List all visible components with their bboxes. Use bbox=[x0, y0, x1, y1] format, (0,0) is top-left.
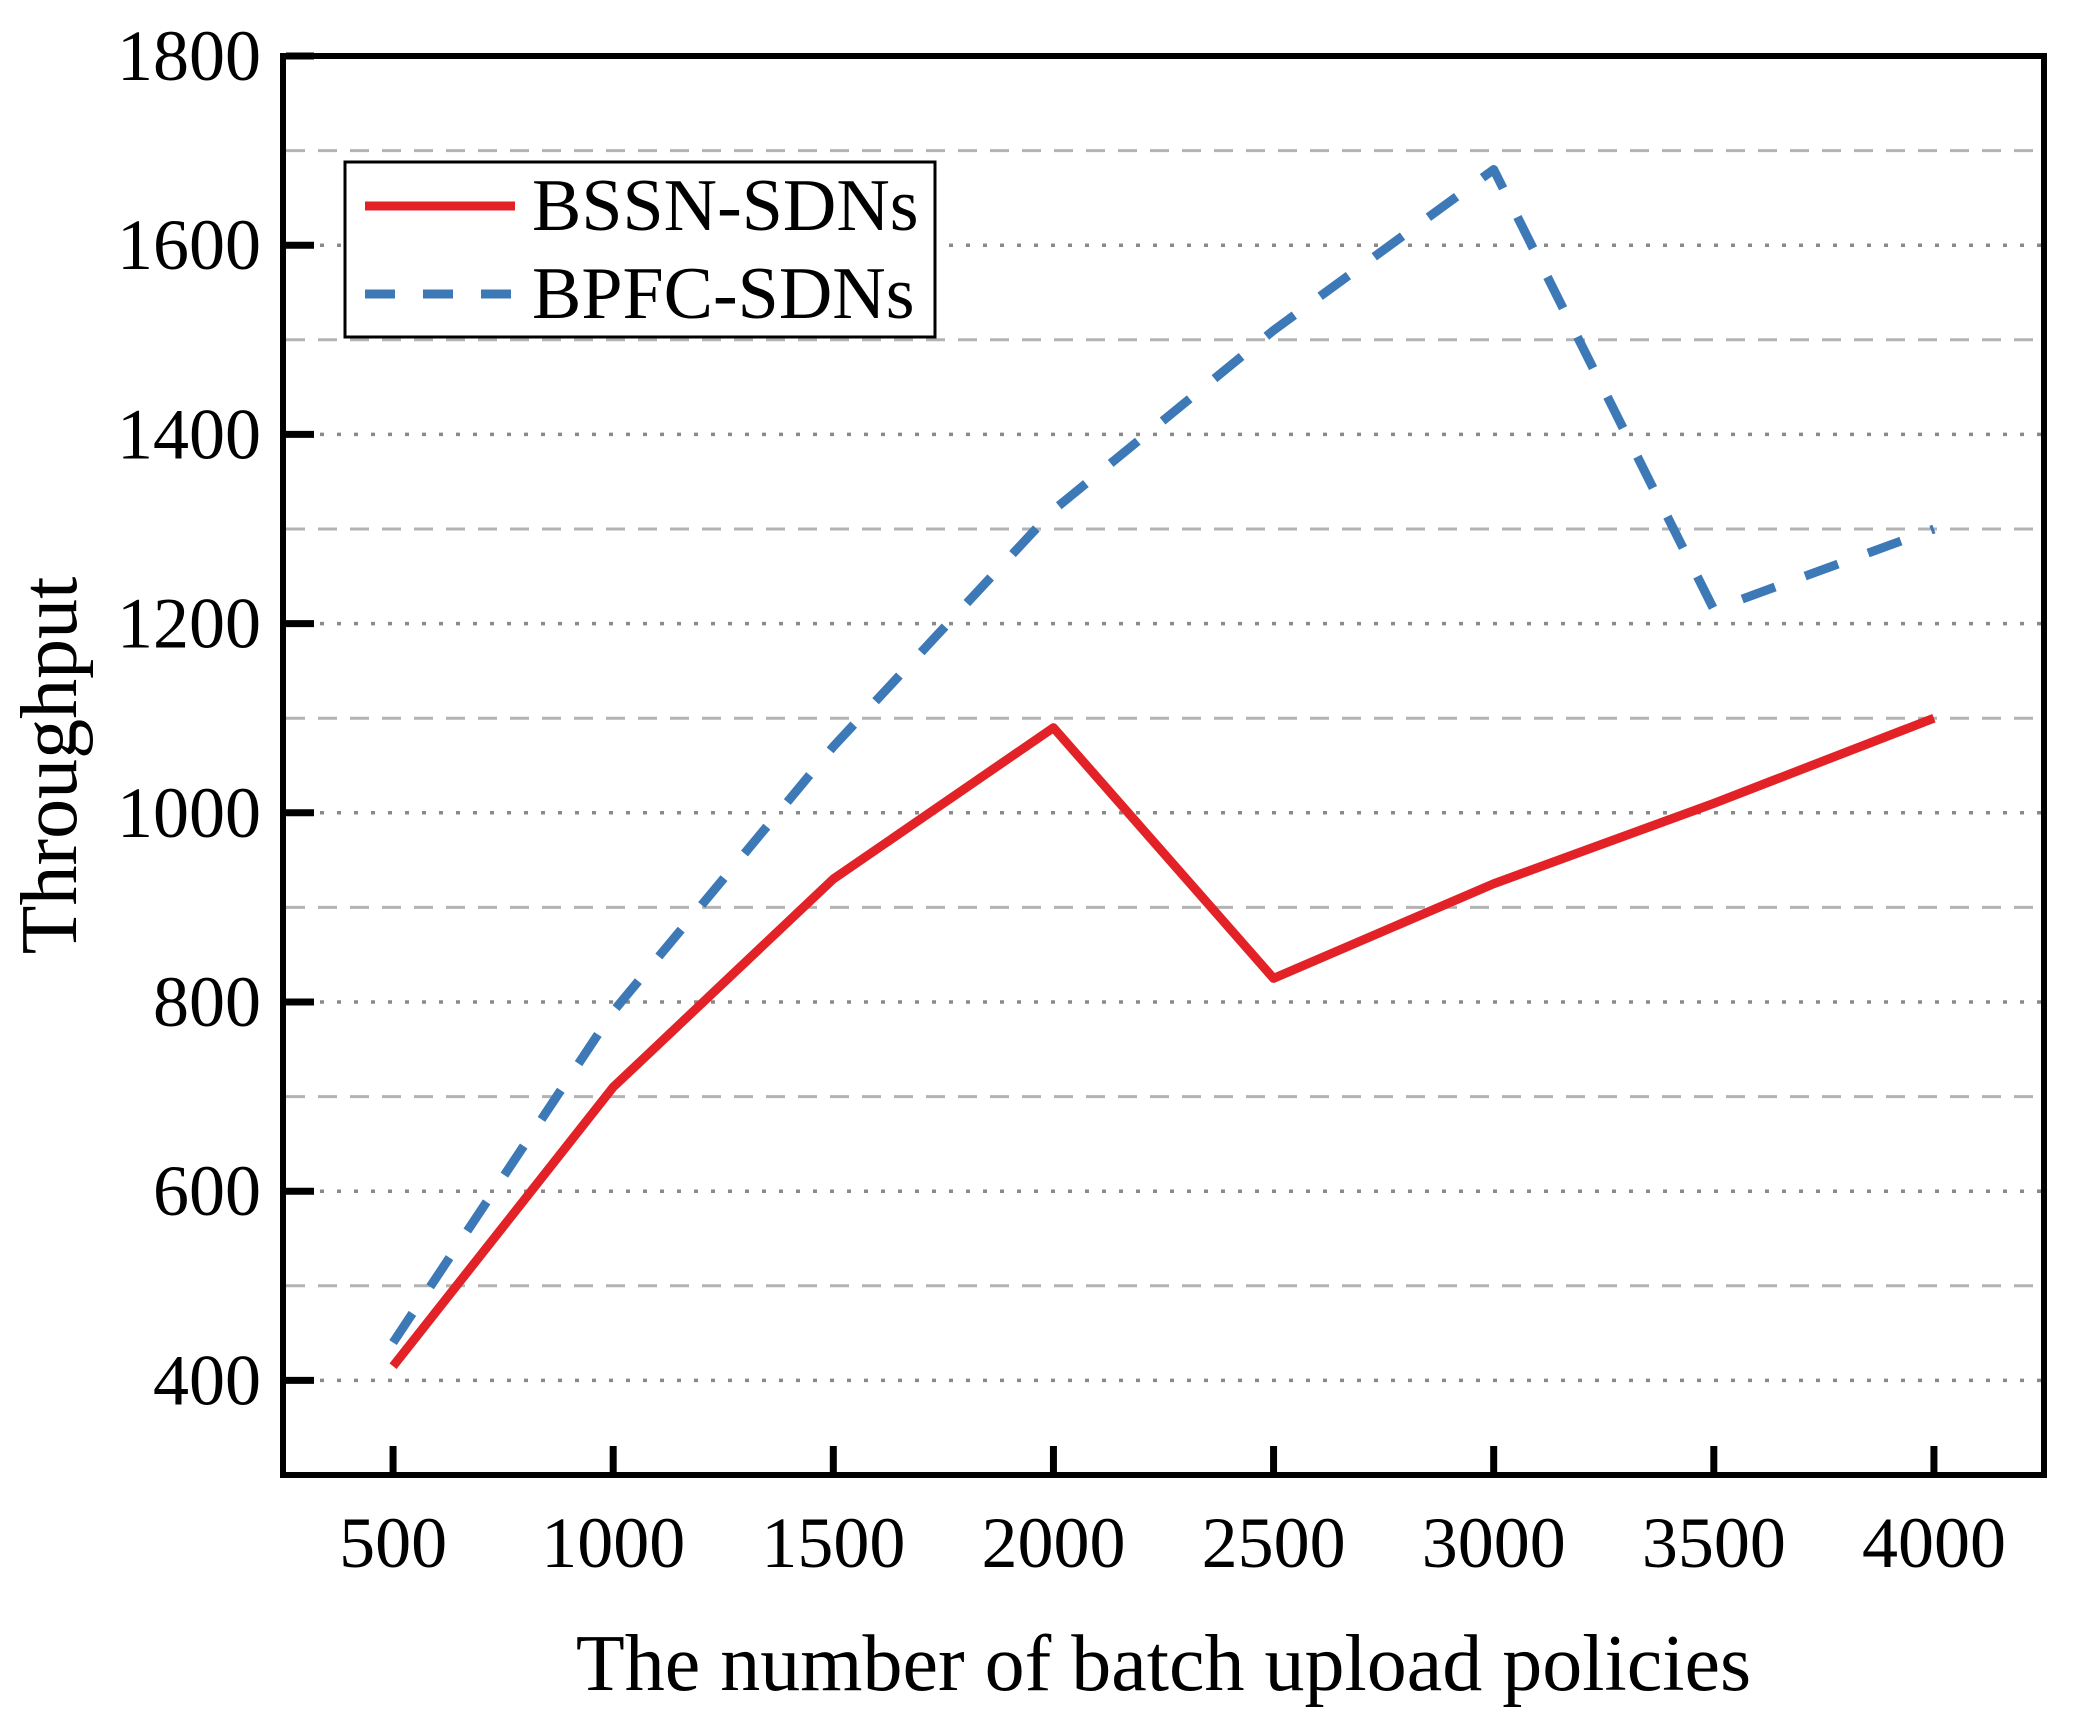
legend-box bbox=[343, 160, 937, 339]
series-line-bpfc-sdns bbox=[389, 165, 1936, 1346]
x-tick-label: 1000 bbox=[541, 1503, 685, 1583]
y-tick-label: 1200 bbox=[117, 584, 261, 664]
x-axis-title: The number of batch upload policies bbox=[576, 1620, 1751, 1708]
y-tick-label: 800 bbox=[153, 962, 261, 1042]
legend-label-bpfc-sdns: BPFC-SDNs bbox=[532, 253, 915, 335]
x-tick-label: 3000 bbox=[1422, 1503, 1566, 1583]
y-tick-label: 400 bbox=[153, 1340, 261, 1420]
x-tick-label: 2000 bbox=[981, 1503, 1125, 1583]
series-line-bssn-sdns bbox=[389, 714, 1936, 1369]
y-axis-title: Throughput bbox=[6, 577, 94, 955]
y-tick-label: 1800 bbox=[117, 16, 261, 96]
x-tick-label: 4000 bbox=[1862, 1503, 2006, 1583]
y-tick-label: 1000 bbox=[117, 773, 261, 853]
x-tick-label: 3500 bbox=[1642, 1503, 1786, 1583]
y-tick-label: 1600 bbox=[117, 205, 261, 285]
y-tick-label: 600 bbox=[153, 1151, 261, 1231]
y-tick-label: 1400 bbox=[117, 394, 261, 474]
plot-border bbox=[280, 53, 2047, 1478]
legend-label-bssn-sdns: BSSN-SDNs bbox=[532, 165, 919, 247]
x-tick-label: 500 bbox=[339, 1503, 447, 1583]
x-tick-label: 2500 bbox=[1202, 1503, 1346, 1583]
x-tick-label: 1500 bbox=[761, 1503, 905, 1583]
